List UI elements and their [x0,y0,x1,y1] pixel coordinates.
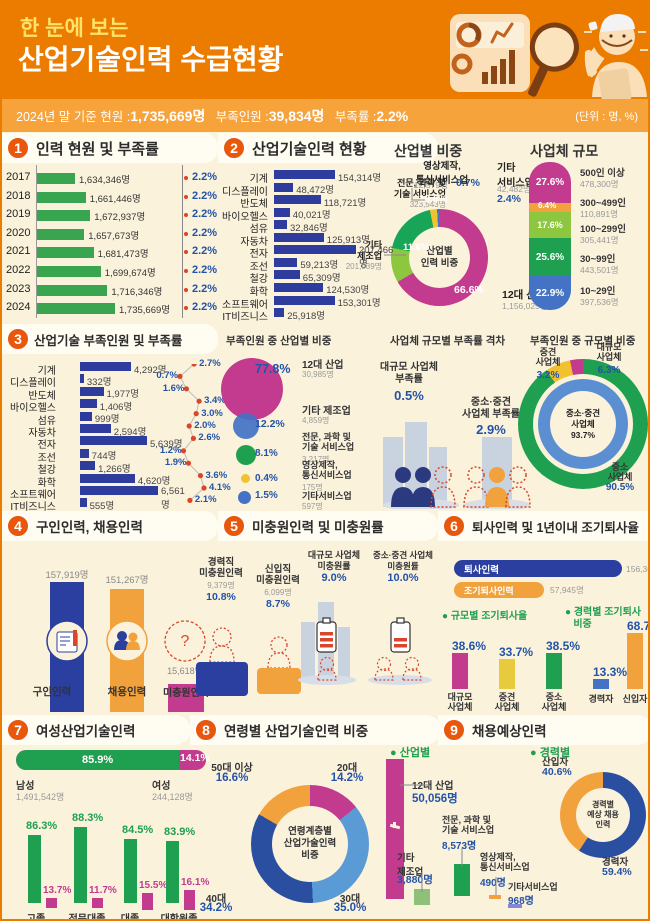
svg-text:?: ? [181,633,190,650]
